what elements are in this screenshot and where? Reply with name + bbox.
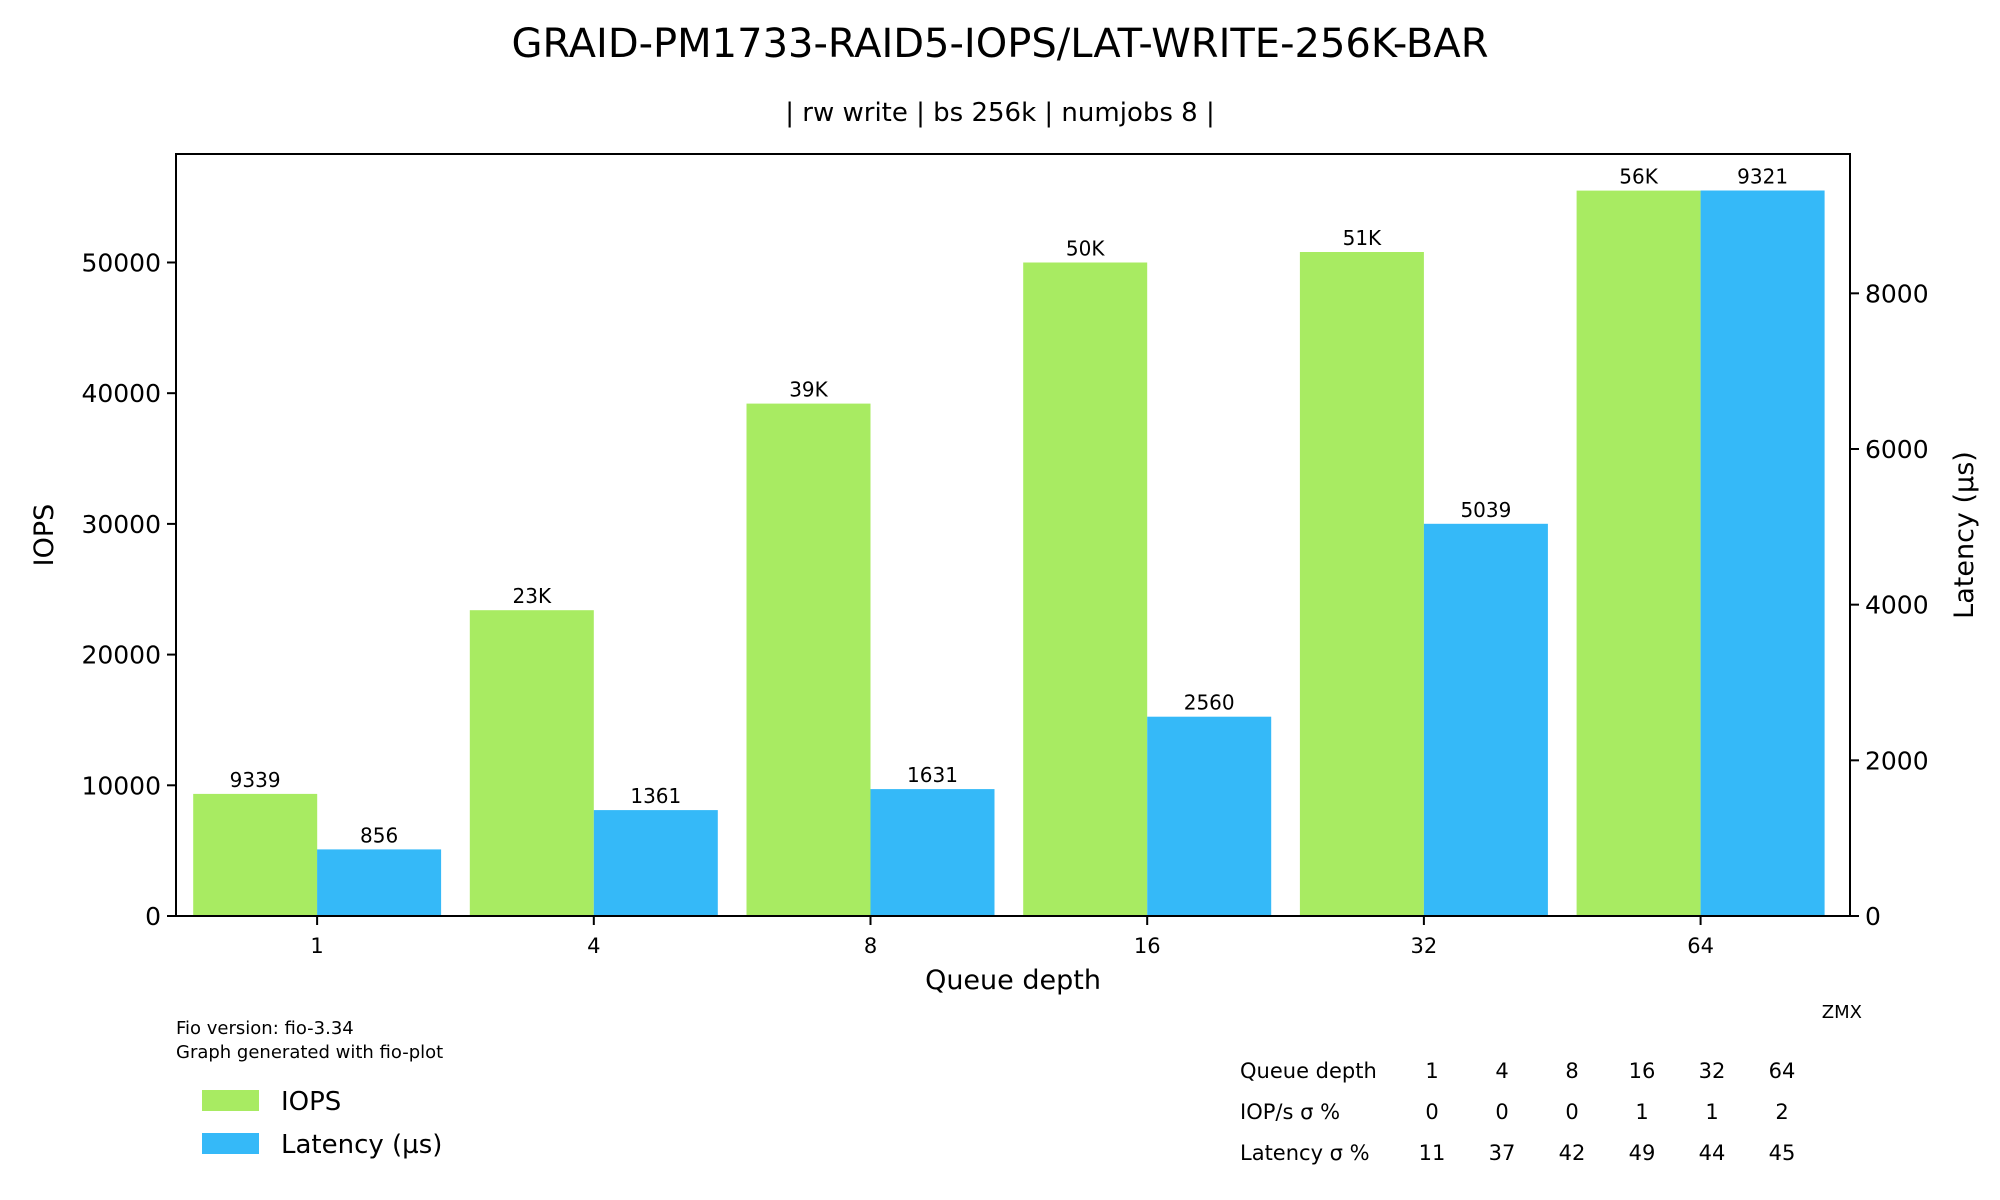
footer-watermark: ZMX: [1822, 1002, 1862, 1023]
stats-row-label-latency: Latency σ %: [1240, 1141, 1370, 1165]
y-tick-label-20000: 20000: [81, 641, 161, 670]
y-tick-label-50000: 50000: [81, 248, 161, 277]
y2-tick-label-0: 0: [1865, 902, 1881, 931]
bar-label-latency-s-32: 5039: [1460, 498, 1511, 522]
x-tick-label-32: 32: [1411, 934, 1438, 958]
bar-label-iops-4: 23K: [513, 584, 552, 608]
bar-iops-64: [1576, 190, 1701, 917]
legend-label-iops: IOPS: [281, 1087, 341, 1117]
stats-cell-latency-3: 49: [1629, 1141, 1656, 1165]
plot-frame: [175, 153, 1851, 917]
x-axis-label: Queue depth: [925, 965, 1101, 996]
stats-cell-latency-1: 37: [1489, 1141, 1516, 1165]
y-tick-label-10000: 10000: [81, 771, 161, 800]
x-tick-label-16: 16: [1134, 934, 1161, 958]
stats-cell-iop-s-2: 0: [1565, 1100, 1578, 1124]
bar-iops-16: [1023, 262, 1148, 916]
y-tick-label-30000: 30000: [81, 510, 161, 539]
stats-cell-queue-depth-5: 64: [1769, 1059, 1796, 1083]
bar-iops-1: [193, 793, 318, 916]
bar-label-iops-16: 50K: [1066, 237, 1105, 261]
bars-group: [193, 190, 1825, 917]
bar-label-iops-32: 51K: [1343, 226, 1382, 250]
bar-label-latency-s-64: 9321: [1737, 165, 1788, 189]
bar-iops-32: [1299, 252, 1424, 916]
bar-label-latency-s-4: 1361: [630, 784, 681, 808]
y2-tick-label-4000: 4000: [1865, 591, 1929, 620]
bar-label-latency-s-1: 856: [360, 823, 398, 847]
right-axis-group: 0 2000 4000 6000 8000: [1850, 279, 1929, 931]
stats-row-label-queue-depth: Queue depth: [1240, 1059, 1377, 1083]
bar-latency-s-8: [870, 789, 995, 916]
bar-label-iops-8: 39K: [789, 378, 828, 402]
footer-generated-with: Graph generated with fio-plot: [176, 1042, 443, 1063]
bar-iops-8: [746, 403, 871, 917]
y2-axis-label: Latency (µs): [1949, 451, 1980, 619]
y2-tick-label-6000: 6000: [1865, 435, 1929, 464]
stats-cell-latency-0: 11: [1419, 1141, 1446, 1165]
stats-cell-latency-5: 45: [1769, 1141, 1796, 1165]
stats-cell-queue-depth-4: 32: [1699, 1059, 1726, 1083]
legend-group: IOPS Latency (µs): [202, 1087, 442, 1160]
bar-label-iops-64: 56K: [1619, 165, 1658, 189]
x-tick-label-8: 8: [864, 934, 877, 958]
x-tick-label-1: 1: [310, 934, 323, 958]
stats-cell-latency-4: 44: [1699, 1141, 1726, 1165]
stats-cell-queue-depth-1: 4: [1495, 1059, 1508, 1083]
stats-cell-queue-depth-0: 1: [1425, 1059, 1438, 1083]
legend-label-latency-s: Latency (µs): [281, 1130, 442, 1160]
stats-cell-latency-2: 42: [1559, 1141, 1586, 1165]
x-tick-label-4: 4: [587, 934, 600, 958]
y2-tick-label-8000: 8000: [1865, 279, 1929, 308]
stats-cell-iop-s-3: 1: [1635, 1100, 1648, 1124]
bar-label-latency-s-16: 2560: [1184, 691, 1235, 715]
bar-latency-s-64: [1700, 190, 1825, 916]
stats-cell-iop-s-1: 0: [1495, 1100, 1508, 1124]
chart-title: GRAID-PM1733-RAID5-IOPS/LAT-WRITE-256K-B…: [511, 21, 1488, 67]
bar-latency-s-16: [1147, 716, 1272, 916]
stats-cell-queue-depth-2: 8: [1565, 1059, 1578, 1083]
y-axis-label: IOPS: [29, 504, 60, 567]
bar-labels-group: 9339 23K 39K 50K 51K 56K 856 1361 1631 2560 5039 93…: [230, 165, 1788, 848]
stats-row-label-iop-s: IOP/s σ %: [1240, 1100, 1340, 1124]
x-tick-label-64: 64: [1687, 934, 1714, 958]
bar-latency-s-32: [1423, 523, 1548, 916]
y-tick-label-40000: 40000: [81, 379, 161, 408]
bar-iops-4: [469, 610, 594, 916]
legend-swatch-latency-s: [202, 1133, 259, 1154]
y2-tick-label-2000: 2000: [1865, 746, 1929, 775]
y-tick-label-0: 0: [145, 902, 161, 931]
chart-subtitle: | rw write | bs 256k | numjobs 8 |: [785, 98, 1214, 128]
stats-cell-queue-depth-3: 16: [1629, 1059, 1656, 1083]
stats-cell-iop-s-4: 1: [1705, 1100, 1718, 1124]
bar-latency-s-1: [317, 849, 442, 916]
x-axis-group: 1 4 8 16 32 64: [310, 916, 1714, 958]
stats-cell-iop-s-0: 0: [1425, 1100, 1438, 1124]
left-axis-group: 0 10000 20000 30000 40000 50000: [81, 248, 176, 931]
legend-swatch-iops: [202, 1090, 259, 1111]
bar-label-latency-s-8: 1631: [907, 763, 958, 787]
stats-cell-iop-s-5: 2: [1775, 1100, 1788, 1124]
bar-label-iops-1: 9339: [230, 768, 281, 792]
bar-latency-s-4: [593, 810, 718, 916]
footer-fio-version: Fio version: fio-3.34: [176, 1018, 354, 1039]
